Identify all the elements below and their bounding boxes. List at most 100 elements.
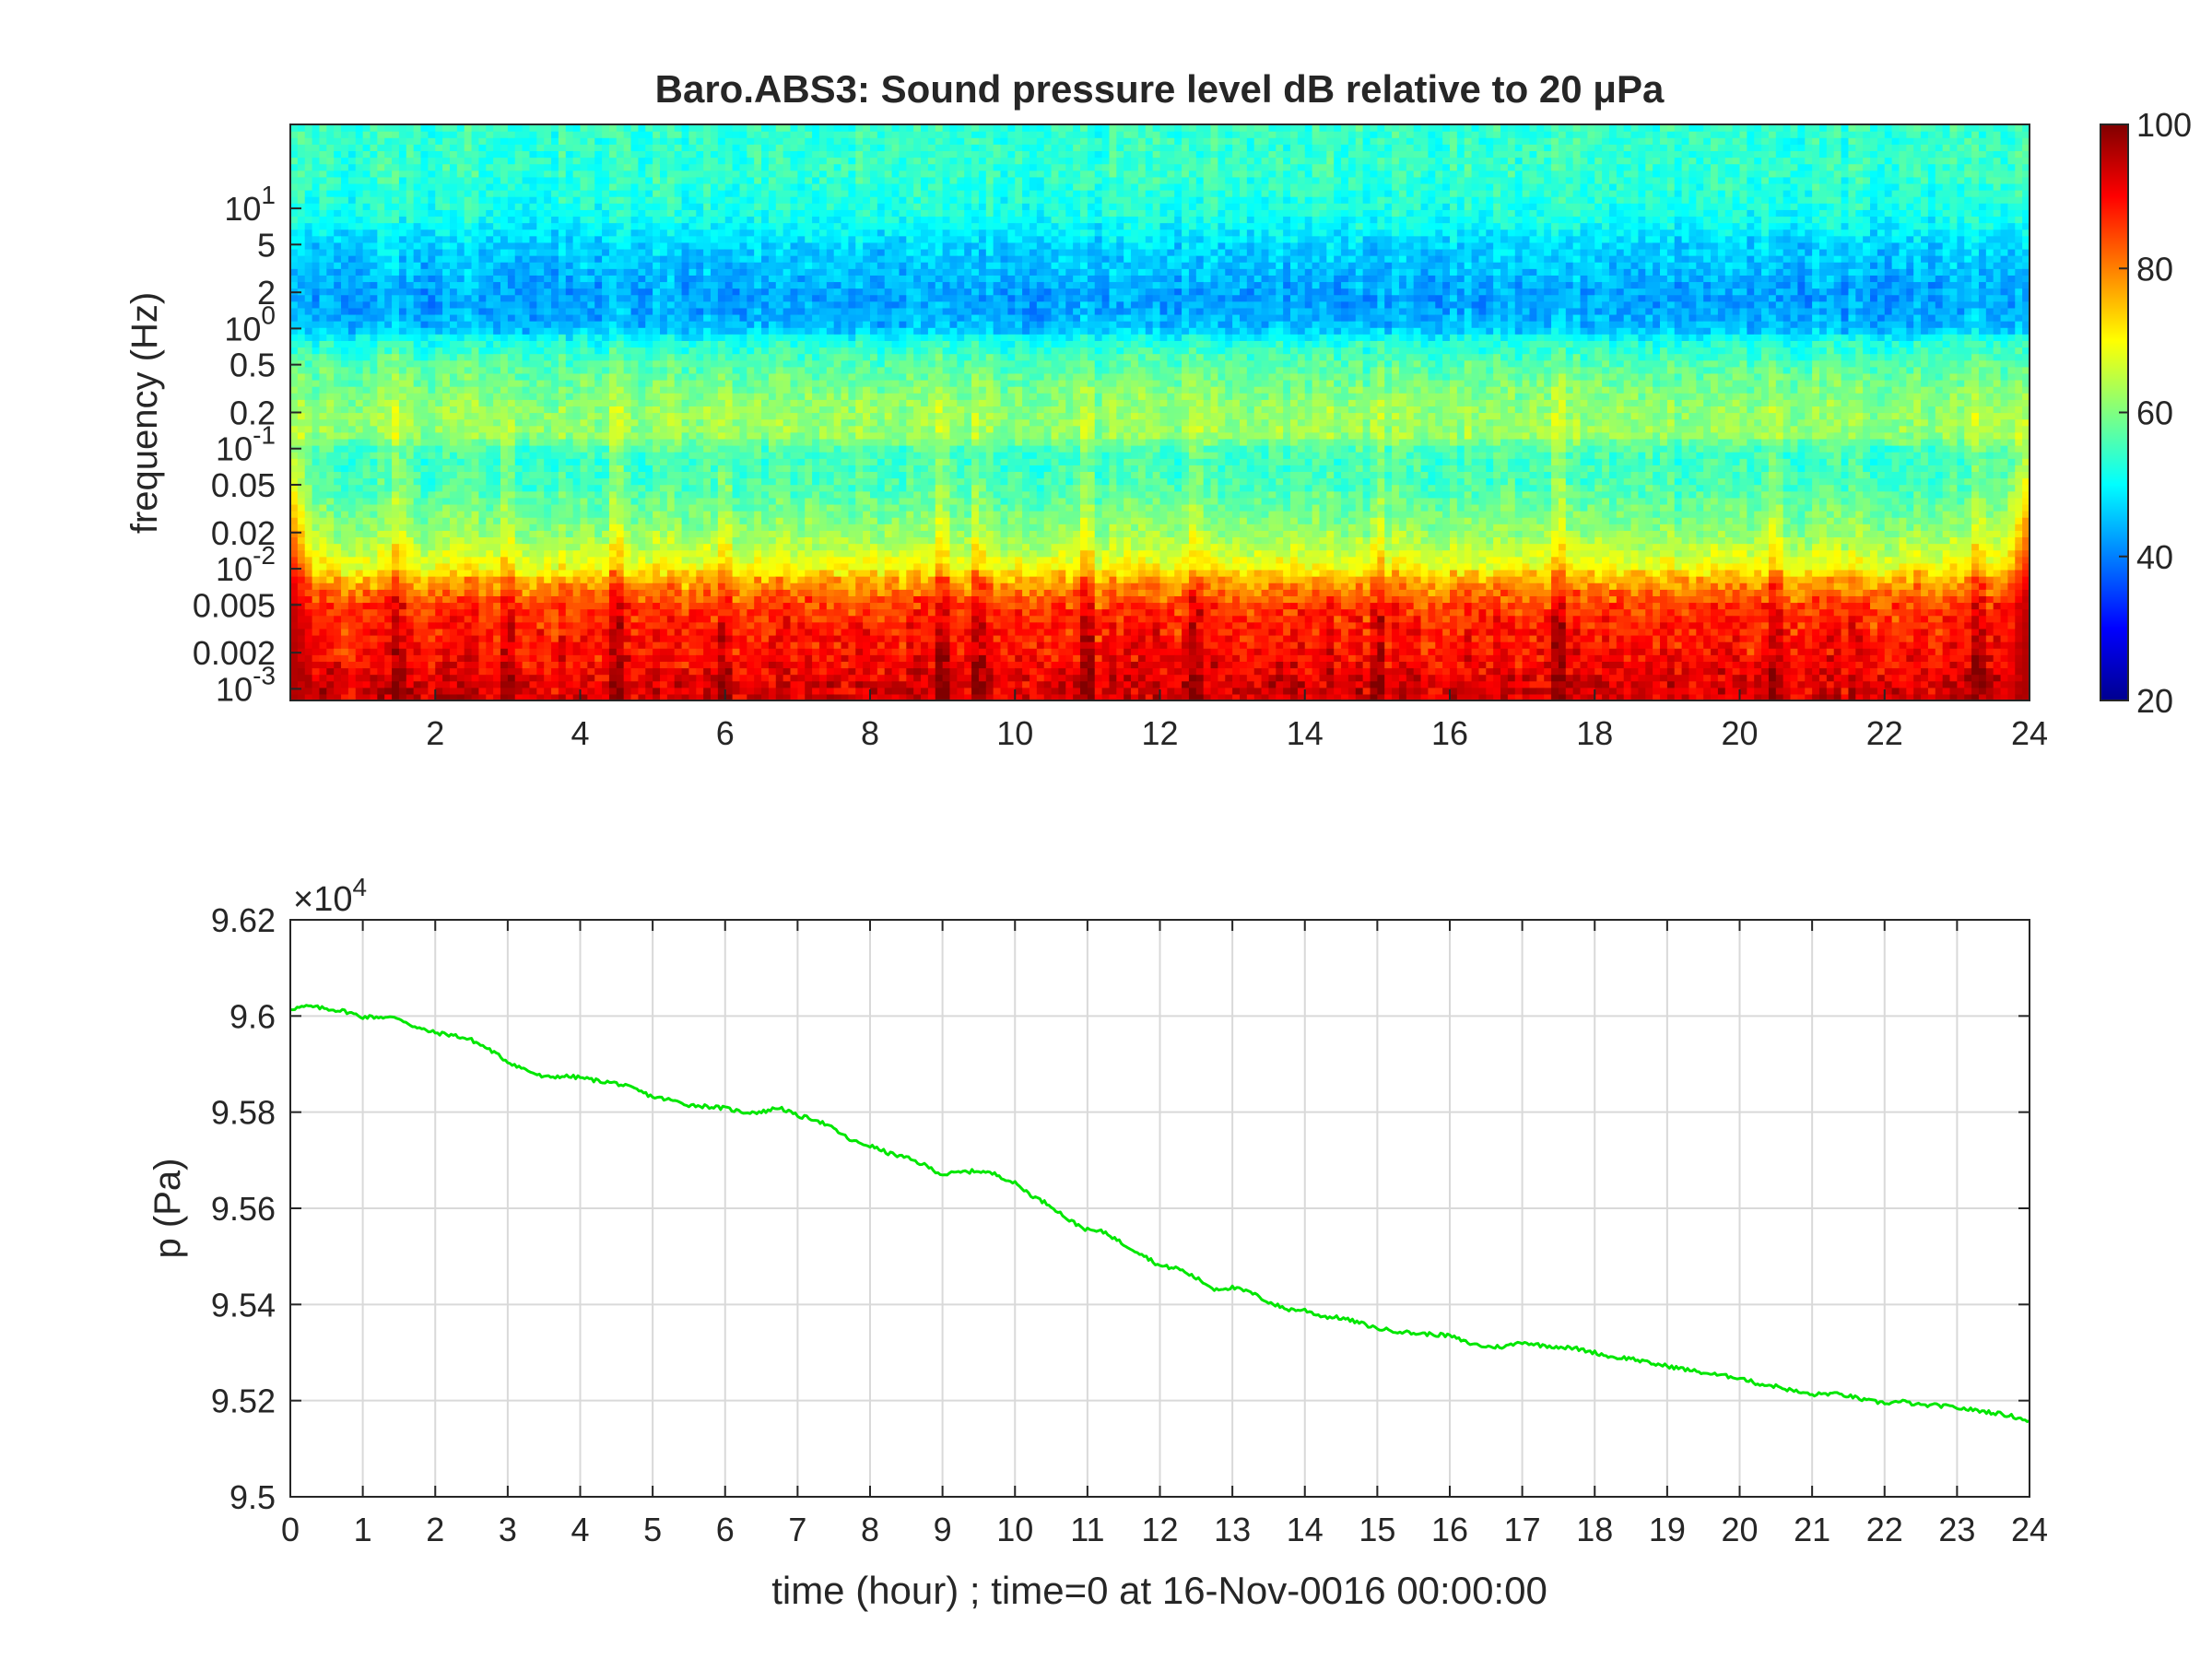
spectrogram-cell [449,268,458,276]
spectrogram-cell [384,477,393,486]
spectrogram-cell [638,321,646,328]
spectrogram-cell [500,471,509,479]
spectrogram-cell [594,503,603,512]
spectrogram-cell [355,530,364,538]
spectrogram-cell [428,222,436,230]
spectrogram-cell [355,182,364,191]
spectrogram-cell [326,327,335,335]
spectrogram-cell [674,654,683,662]
spectrogram-cell [608,641,618,649]
spectrogram-cell [587,281,595,289]
spectrogram-cell [638,222,646,230]
spectrogram-cell [645,556,653,564]
spectrogram-cell [602,641,610,649]
spectrogram-cell [362,589,371,596]
spectrogram-cell [514,379,524,387]
spectrogram-cell [428,562,436,571]
spectrogram-cell [645,576,653,583]
spectrogram-cell [449,595,458,604]
spectrogram-cell [666,327,676,335]
spectrogram-cell [623,406,632,414]
spectrogram-cell [384,124,393,132]
spectrogram-cell [558,431,567,440]
spectrogram-cell [341,386,349,394]
spectrogram-cell [471,431,480,440]
spectrogram-cell [428,530,436,538]
spectrogram-cell [384,300,393,309]
spectrogram-cell [413,621,422,629]
spectrogram-cell [659,137,668,145]
spectrogram-cell [456,615,465,623]
spectrogram-cell [290,406,299,414]
spectrogram-cell [645,621,653,629]
spectrogram-cell [674,294,683,302]
spectrogram-cell [666,641,676,649]
spectrogram-cell [572,255,582,263]
spectrogram-cell [290,465,299,473]
spectrogram-cell [551,144,559,152]
spectrogram-cell [398,235,407,243]
spectrogram-cell [297,216,306,224]
spectrogram-cell [558,621,567,629]
spectrogram-cell [630,163,639,171]
spectrogram-cell [674,503,683,512]
spectrogram-cell [608,661,618,669]
spectrogram-cell [486,661,494,669]
spectrogram-cell [638,307,646,315]
spectrogram-cell [442,497,451,505]
spectrogram-cell [529,399,537,406]
spectrogram-cell [334,477,342,486]
spectrogram-cell [392,431,400,440]
spectrogram-cell [362,458,371,465]
spectrogram-cell [659,359,668,368]
spectrogram-cell [319,569,327,577]
spectrogram-cell [674,170,683,178]
spectrogram-cell [449,190,458,197]
spectrogram-cell [645,412,653,420]
spectrogram-cell [580,589,588,596]
spectrogram-cell [347,222,357,230]
spectrogram-cell [347,235,357,243]
spectrogram-cell [608,196,618,204]
spectrogram-cell [486,412,494,420]
spectrogram-cell [428,654,436,662]
spectrogram-cell [471,687,480,695]
spectrogram-cell [594,163,603,171]
spectrogram-cell [623,150,632,159]
spectrogram-cell [565,386,574,394]
spectrogram-cell [500,680,509,688]
spectrogram-cell [594,300,603,309]
spectrogram-cell [326,372,335,381]
spectrogram-cell [696,687,704,695]
spectrogram-cell [500,327,509,335]
spectrogram-cell [623,418,632,427]
spectrogram-cell [478,327,487,335]
spectrogram-cell [370,412,378,420]
spectrogram-cell [696,536,704,545]
spectrogram-cell [471,497,480,505]
spectrogram-cell [347,241,357,250]
spectrogram-cell [681,484,690,492]
spectrogram-cell [435,615,443,623]
spectrogram-cell [420,281,429,289]
spectrogram-cell [666,300,676,309]
spectrogram-cell [413,393,422,400]
spectrogram-cell [398,170,407,178]
spectrogram-cell [486,170,494,178]
spectrogram-cell [290,562,299,571]
spectrogram-cell [442,235,451,243]
spectrogram-cell [572,281,582,289]
spectrogram-cell [341,216,349,224]
spectrogram-cell [478,209,487,218]
spectrogram-cell [478,680,487,688]
spectrogram-cell [674,465,683,473]
spectrogram-cell [413,176,422,184]
spectrogram-cell [449,471,458,479]
spectrogram-cell [413,562,422,571]
spectrogram-cell [659,490,668,499]
spectrogram-cell [500,634,509,642]
spectrogram-cell [645,366,653,374]
spectrogram-cell [464,262,473,269]
spectrogram-cell [580,576,588,583]
spectrogram-cell [493,497,501,505]
